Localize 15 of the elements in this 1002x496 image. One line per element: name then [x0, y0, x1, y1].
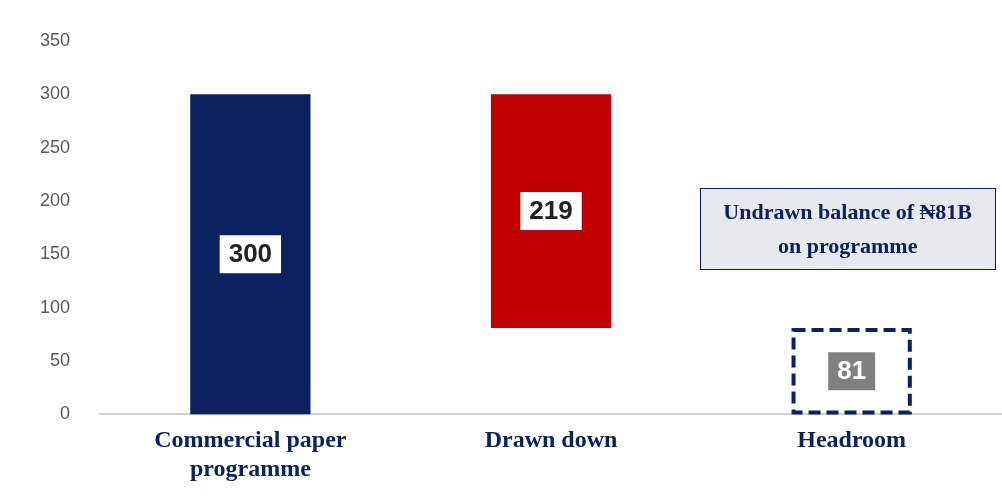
- data-label: 219: [529, 195, 573, 226]
- y-tick-label: 350: [39, 29, 71, 50]
- x-tick-label: Headroom: [797, 426, 907, 452]
- y-tick-label: 200: [39, 189, 71, 210]
- data-label: 300: [228, 238, 273, 269]
- data-label: 81: [837, 355, 867, 386]
- y-tick-label: 300: [39, 83, 71, 104]
- y-tick-label: 250: [39, 136, 71, 157]
- x-tick-label: Drawn down: [484, 426, 618, 452]
- x-tick-label: Commercial paper programme: [154, 426, 347, 481]
- y-tick-label: 150: [39, 243, 71, 264]
- y-tick-label: 100: [39, 296, 71, 317]
- y-tick-label: 50: [50, 350, 71, 370]
- y-tick-label: 0: [60, 403, 71, 424]
- note-box: Undrawn balance of ₦81B on programme: [699, 187, 996, 270]
